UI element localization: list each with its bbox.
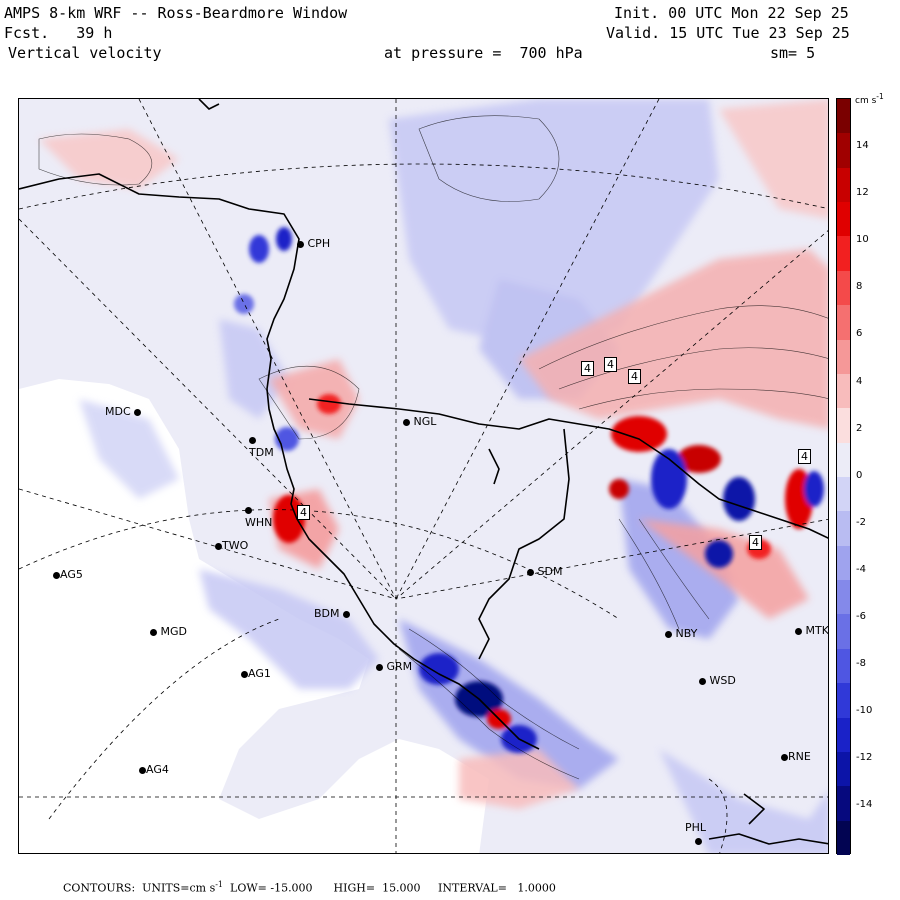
pressure-level: at pressure = 700 hPa <box>384 44 583 62</box>
colorbar-swatch <box>837 648 850 684</box>
colorbar-swatch <box>837 683 850 719</box>
contour-label: 4 <box>628 369 641 384</box>
colorbar-swatch <box>837 786 850 822</box>
map-panel[interactable]: 4 4 4 4 4 4 CPH NGL MDC TDM WHN TWO AG5 … <box>18 98 829 854</box>
colorbar-tick-label: 8 <box>856 281 863 293</box>
colorbar-swatch <box>837 270 850 306</box>
colorbar-tick-label: 14 <box>856 140 869 151</box>
station-two[interactable]: TWO <box>215 539 248 552</box>
colorbar-tick-label: 2 <box>856 422 863 434</box>
station-sdm[interactable]: SDM <box>527 565 562 578</box>
colorbar-swatch <box>837 373 850 409</box>
colorbar-tick-label: -2 <box>856 516 866 528</box>
colorbar <box>836 98 851 856</box>
variable-name: Vertical velocity <box>8 44 162 62</box>
station-ngl[interactable]: NGL <box>403 415 436 428</box>
init-time: Init. 00 UTC Mon 22 Sep 25 <box>614 4 849 22</box>
colorbar-swatch <box>837 545 850 581</box>
colorbar-swatch <box>837 580 850 615</box>
colorbar-swatch <box>837 717 850 753</box>
station-ag1[interactable]: AG1 <box>241 667 271 680</box>
colorbar-swatch <box>837 167 850 203</box>
station-cph[interactable]: CPH <box>297 237 330 250</box>
colorbar-tick-label: -8 <box>856 658 866 670</box>
station-rne[interactable]: RNE <box>781 750 811 763</box>
station-grm[interactable]: GRM <box>376 660 412 673</box>
contour-label: 4 <box>581 361 594 376</box>
colorbar-tick-label: 6 <box>856 328 863 340</box>
colorbar-tick-label: -4 <box>856 563 866 575</box>
contour-label: 4 <box>749 535 762 550</box>
colorbar-tick-label: -14 <box>856 799 873 811</box>
station-mtk[interactable]: MTK <box>795 624 828 637</box>
valid-time: Valid. 15 UTC Tue 23 Sep 25 <box>606 24 850 42</box>
colorbar-swatch <box>837 751 850 787</box>
map-title: AMPS 8-km WRF -- Ross-Beardmore Window <box>4 4 348 22</box>
smoothing: sm= 5 <box>770 44 816 62</box>
colorbar-tick-label: -12 <box>856 752 873 764</box>
colorbar-swatch <box>837 820 850 856</box>
colorbar-swatch <box>837 305 850 341</box>
colorbar-swatch <box>837 99 850 134</box>
colorbar-swatch <box>837 511 850 547</box>
colorbar-tick-label: -6 <box>856 611 866 622</box>
station-phl[interactable]: PHL <box>685 821 706 847</box>
contour-info: CONTOURS: UNITS=cm s-1 LOW= -15.000 HIGH… <box>62 880 556 895</box>
contour-label: 4 <box>798 449 811 464</box>
station-whn[interactable]: WHN <box>245 503 272 529</box>
forecast-hour: Fcst. 39 h <box>4 24 113 42</box>
station-nby[interactable]: NBY <box>665 627 697 640</box>
colorbar-swatch <box>837 408 850 444</box>
colorbar-swatch <box>837 339 850 375</box>
colorbar-tick-label: -10 <box>856 705 873 717</box>
station-mdc[interactable]: MDC <box>105 405 142 418</box>
colorbar-swatch <box>837 236 850 272</box>
colorbar-swatch <box>837 133 850 169</box>
colorbar-tick-label: 4 <box>856 375 863 387</box>
station-tdm[interactable]: TDM <box>249 433 274 459</box>
station-mgd[interactable]: MGD <box>150 625 187 638</box>
station-bdm[interactable]: BDM <box>314 607 351 620</box>
station-ag4[interactable]: AG4 <box>139 763 169 776</box>
station-wsd[interactable]: WSD <box>699 674 736 687</box>
colorbar-tick-label: 10 <box>856 234 869 246</box>
vertical-velocity-field <box>19 99 828 853</box>
contour-label: 4 <box>604 357 617 372</box>
colorbar-swatch <box>837 442 850 478</box>
colorbar-swatch <box>837 614 850 650</box>
contour-label: 4 <box>297 505 310 520</box>
colorbar-unit: cm s-1 <box>855 92 884 106</box>
colorbar-tick-label: 0 <box>856 469 863 481</box>
colorbar-swatch <box>837 477 850 512</box>
colorbar-tick-label: 12 <box>856 187 869 199</box>
station-ag5[interactable]: AG5 <box>53 568 83 581</box>
colorbar-swatch <box>837 202 850 237</box>
